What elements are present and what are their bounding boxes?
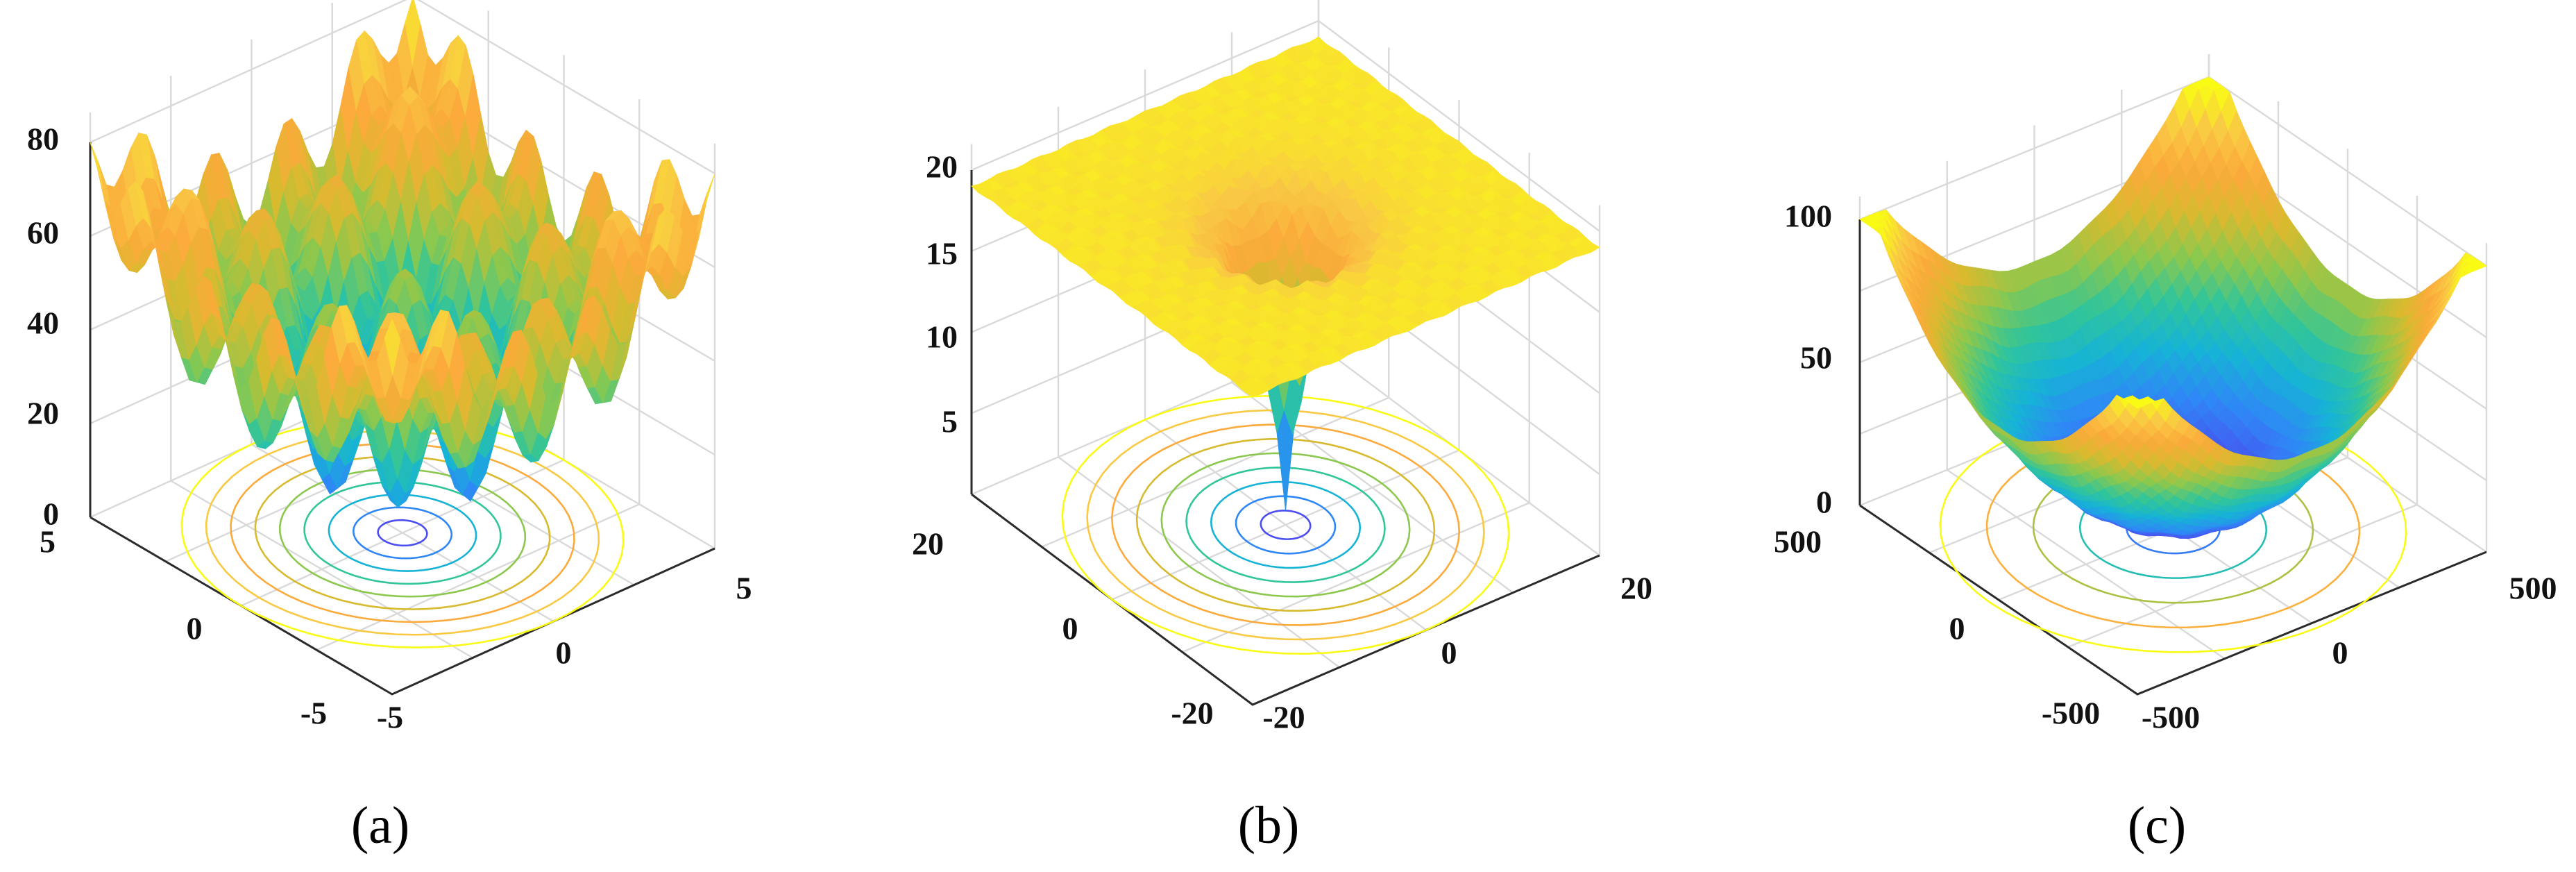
panel-c-xtick-500: 500	[2509, 571, 2557, 606]
panel-c-ztick-100: 100	[1784, 199, 1832, 234]
panel-a-surface-plot: 0 20 40 60 80 5 0 -5 -5 0 5 (a)	[27, 0, 752, 855]
panel-b-contour-ring	[1210, 480, 1362, 569]
panel-b-surface	[971, 36, 1600, 511]
panel-c-ztick-0: 0	[1816, 485, 1832, 520]
panel-b-ztick-20: 20	[926, 149, 958, 185]
panel-a-contour-ring	[328, 494, 477, 572]
panel-b-xtick-neg20: -20	[1262, 700, 1305, 735]
panel-c-ytick-500: 500	[1774, 524, 1822, 560]
panel-a-surface	[90, 0, 715, 508]
panel-c-ytick-0: 0	[1949, 611, 1965, 646]
panel-a-contour-ring	[377, 519, 428, 547]
panel-c-xtick-0: 0	[2332, 635, 2348, 671]
panel-a-ztick-0: 0	[43, 496, 59, 532]
panel-a-ztick-80: 80	[27, 121, 59, 157]
panel-a-ztick-40: 40	[27, 305, 59, 341]
panel-b-ztick-5: 5	[942, 404, 958, 439]
panel-a-contour-floor	[180, 417, 625, 648]
panel-b-ztick-10: 10	[926, 319, 958, 355]
panel-b-grid-floor	[1182, 502, 1530, 653]
panel-b-contour-ring	[1235, 495, 1337, 555]
panel-a-contour-ring	[352, 506, 453, 560]
panel-b-contour-ring	[1061, 395, 1510, 655]
panel-a-contour-ring	[254, 455, 551, 610]
panel-b-contour-floor	[1061, 395, 1510, 655]
panel-b-contour-ring	[1135, 437, 1436, 612]
panel-c-caption: (c)	[2128, 796, 2186, 855]
panel-b-axes-box	[970, 170, 1600, 706]
panel-b-surface-plot: 5 10 15 20 20 0 -20 -20 0 20 (b)	[912, 0, 1652, 855]
panel-a-ztick-20: 20	[27, 396, 59, 431]
panel-a-ytick-5: 5	[40, 524, 56, 560]
panel-a-grid-h	[90, 0, 715, 175]
panel-a-floor-axis-lines	[90, 516, 715, 696]
panel-a-xtick-0: 0	[556, 635, 572, 671]
panel-b-floor-axis-lines	[971, 493, 1600, 706]
panel-a-caption: (a)	[351, 796, 409, 855]
panel-a-ytick-neg5: -5	[300, 696, 327, 731]
panel-b-contour-ring	[1185, 467, 1386, 583]
panel-b-ytick-0: 0	[1062, 611, 1078, 646]
panel-a-ztick-60: 60	[27, 215, 59, 251]
panel-a-contour-ring	[303, 480, 502, 585]
panel-a-contour-ring	[180, 417, 625, 648]
panel-b-ytick-20: 20	[912, 526, 944, 562]
panel-a-axes-box	[89, 142, 715, 696]
panel-b-ztick-15: 15	[926, 236, 958, 271]
panel-a-xtick-5: 5	[736, 571, 752, 606]
panel-a-tick-labels: 0 20 40 60 80 5 0 -5 -5 0 5	[27, 121, 752, 735]
panel-a-surface-facet	[699, 173, 715, 237]
panel-a-contour-ring	[230, 442, 575, 623]
panel-b-xtick-0: 0	[1441, 635, 1457, 671]
panel-b-contour-ring	[1086, 409, 1485, 641]
panel-b-contour-ring	[1160, 452, 1411, 598]
panel-b-ytick-neg20: -20	[1171, 696, 1213, 731]
panel-c-ytick-neg500: -500	[2042, 696, 2100, 731]
panel-c-surface	[1859, 76, 2487, 539]
panel-b-contour-ring	[1260, 510, 1312, 540]
panel-b-caption: (b)	[1238, 796, 1300, 855]
panel-b-contour-ring	[1110, 424, 1461, 626]
panel-a-contour-ring	[205, 430, 600, 636]
panel-a-ytick-0: 0	[187, 611, 203, 646]
panel-c-ztick-50: 50	[1800, 340, 1832, 376]
panel-a-xtick-neg5: -5	[377, 700, 403, 735]
panel-a-contour-ring	[278, 468, 527, 598]
panel-b-xtick-20: 20	[1620, 571, 1652, 606]
panel-a-surface-facet	[384, 318, 401, 375]
panel-c-surface-plot: 0 50 100 500 0 -500 -500 0 500 (c)	[1774, 54, 2557, 855]
panel-c-xtick-neg500: -500	[2142, 700, 2200, 735]
panel-a-grid-floor	[316, 503, 640, 651]
